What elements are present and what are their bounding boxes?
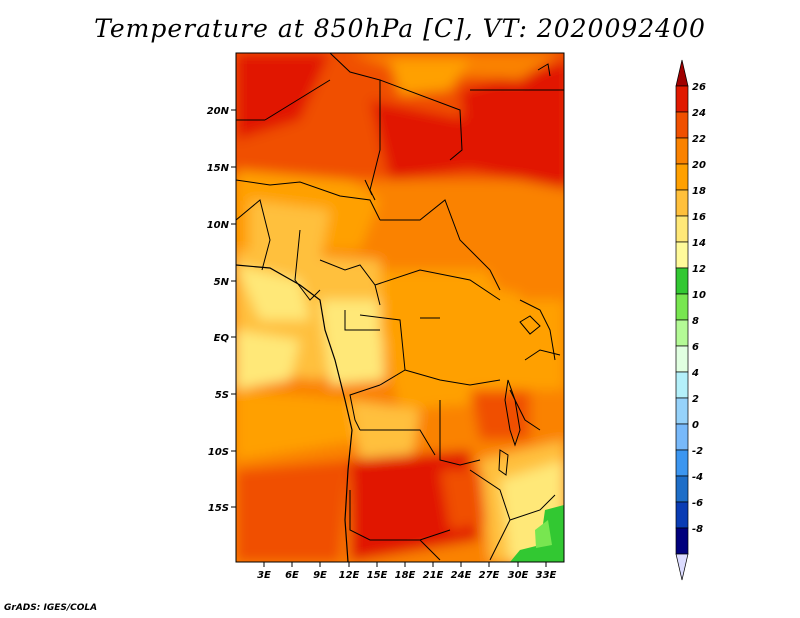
lon-tick-label: 30E xyxy=(508,570,529,581)
colorbar-label: 10 xyxy=(692,290,706,301)
colorbar-label: 22 xyxy=(692,134,706,145)
colorbar-segment xyxy=(675,241,689,269)
colorbar-segment xyxy=(675,527,689,555)
colorbar-segment xyxy=(675,449,689,477)
colorbar-label: 26 xyxy=(692,82,706,93)
colorbar-label: 6 xyxy=(692,342,699,353)
colorbar-label: -8 xyxy=(692,524,703,535)
grads-credit: GrADS: IGES/COLA xyxy=(4,603,98,613)
longitude-axis xyxy=(263,562,547,567)
colorbar-label: 14 xyxy=(692,238,706,249)
colorbar-segment xyxy=(675,501,689,529)
lat-tick-label: 15S xyxy=(208,503,229,514)
lon-tick-label: 9E xyxy=(313,570,327,581)
lat-tick-label: 5S xyxy=(215,390,229,401)
latitude-axis xyxy=(231,109,236,508)
lon-tick-label: 15E xyxy=(367,570,388,581)
colorbar-segment xyxy=(675,553,689,581)
lat-tick-label: 5N xyxy=(214,277,230,288)
colorbar-label: 12 xyxy=(692,264,706,275)
colorbar-segment xyxy=(675,371,689,399)
colorbar-label: -6 xyxy=(692,498,703,509)
lon-tick-label: 12E xyxy=(339,570,360,581)
lat-tick-label: EQ xyxy=(214,333,230,344)
colorbar-segment xyxy=(675,293,689,321)
lat-tick-label: 10N xyxy=(207,220,230,231)
colorbar xyxy=(675,59,689,581)
colorbar-segment xyxy=(675,137,689,165)
colorbar-segment xyxy=(675,85,689,113)
colorbar-labels: 26 24 22 20 18 16 14 12 10 8 6 4 2 0 -2 … xyxy=(691,82,706,535)
lon-tick-label: 18E xyxy=(395,570,416,581)
lon-tick-label: 3E xyxy=(257,570,271,581)
lon-tick-label: 21E xyxy=(423,570,444,581)
colorbar-segment xyxy=(675,423,689,451)
colorbar-label: -4 xyxy=(692,472,703,483)
colorbar-label: 0 xyxy=(692,420,699,431)
map-frame xyxy=(235,52,565,563)
lon-tick-label: 27E xyxy=(479,570,500,581)
colorbar-segment xyxy=(675,475,689,503)
colorbar-segment xyxy=(675,215,689,243)
colorbar-label: 4 xyxy=(691,368,699,379)
lat-tick-label: 10S xyxy=(208,447,229,458)
colorbar-label: 20 xyxy=(692,160,706,171)
plot-title: Temperature at 850hPa [C], VT: 202009240… xyxy=(94,14,706,43)
colorbar-segment xyxy=(675,163,689,191)
colorbar-segment xyxy=(675,189,689,217)
colorbar-segment xyxy=(675,267,689,295)
colorbar-label: 24 xyxy=(692,108,706,119)
colorbar-label: 8 xyxy=(692,316,699,327)
colorbar-segment xyxy=(675,397,689,425)
colorbar-label: 18 xyxy=(692,186,706,197)
lat-tick-label: 15N xyxy=(207,163,230,174)
lon-tick-label: 24E xyxy=(451,570,472,581)
lon-tick-label: 6E xyxy=(285,570,299,581)
colorbar-segment xyxy=(675,111,689,139)
colorbar-segment xyxy=(675,319,689,347)
country-borders xyxy=(236,53,564,562)
colorbar-label: 16 xyxy=(692,212,706,223)
temperature-field xyxy=(236,53,564,562)
colorbar-segment xyxy=(675,345,689,373)
colorbar-label: 2 xyxy=(692,394,699,405)
colorbar-label: -2 xyxy=(692,446,703,457)
lat-tick-label: 20N xyxy=(207,106,230,117)
colorbar-segment xyxy=(675,59,689,87)
lon-tick-label: 33E xyxy=(536,570,557,581)
